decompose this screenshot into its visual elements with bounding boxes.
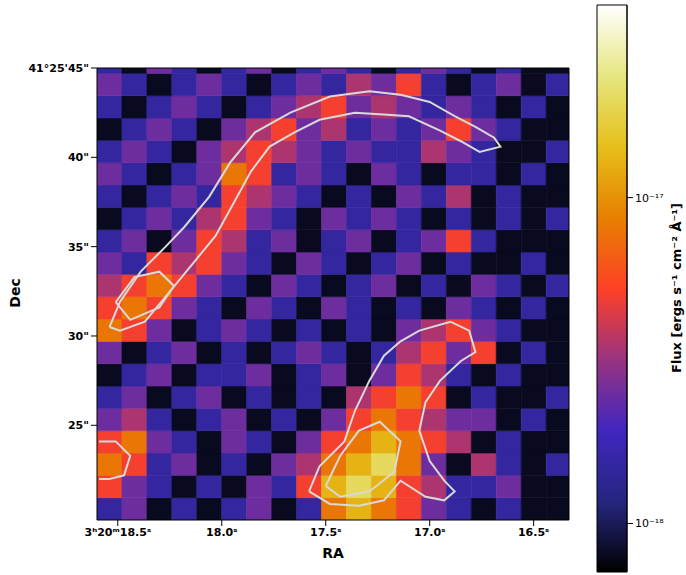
svg-text:35": 35" bbox=[68, 241, 89, 254]
svg-text:16.5ˢ: 16.5ˢ bbox=[518, 526, 549, 539]
svg-text:3ʰ20ᵐ18.5ˢ: 3ʰ20ᵐ18.5ˢ bbox=[84, 526, 151, 539]
svg-text:41°25'45": 41°25'45" bbox=[28, 62, 89, 75]
svg-text:30": 30" bbox=[68, 330, 89, 343]
svg-text:10⁻¹⁷: 10⁻¹⁷ bbox=[635, 192, 664, 205]
svg-text:17.0ˢ: 17.0ˢ bbox=[414, 526, 445, 539]
svg-text:17.5ˢ: 17.5ˢ bbox=[310, 526, 341, 539]
svg-text:40": 40" bbox=[68, 151, 89, 164]
svg-text:RA: RA bbox=[322, 545, 344, 561]
svg-text:25": 25" bbox=[68, 419, 89, 432]
svg-text:Flux [ergs s⁻¹ cm⁻² Å⁻¹]: Flux [ergs s⁻¹ cm⁻² Å⁻¹] bbox=[669, 203, 684, 373]
svg-text:10⁻¹⁸: 10⁻¹⁸ bbox=[635, 517, 664, 530]
svg-text:Dec: Dec bbox=[7, 278, 23, 307]
svg-text:18.0ˢ: 18.0ˢ bbox=[206, 526, 237, 539]
